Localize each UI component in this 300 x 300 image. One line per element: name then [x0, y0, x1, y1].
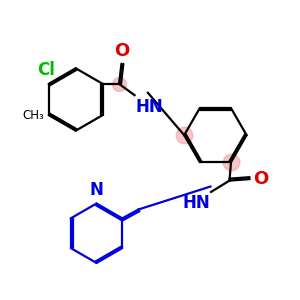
Text: O: O	[114, 42, 129, 60]
Text: Cl: Cl	[37, 61, 55, 79]
Text: HN: HN	[183, 194, 211, 212]
Text: O: O	[253, 170, 268, 188]
Text: HN: HN	[135, 98, 163, 116]
Text: N: N	[90, 181, 104, 199]
Text: CH₃: CH₃	[22, 109, 44, 122]
